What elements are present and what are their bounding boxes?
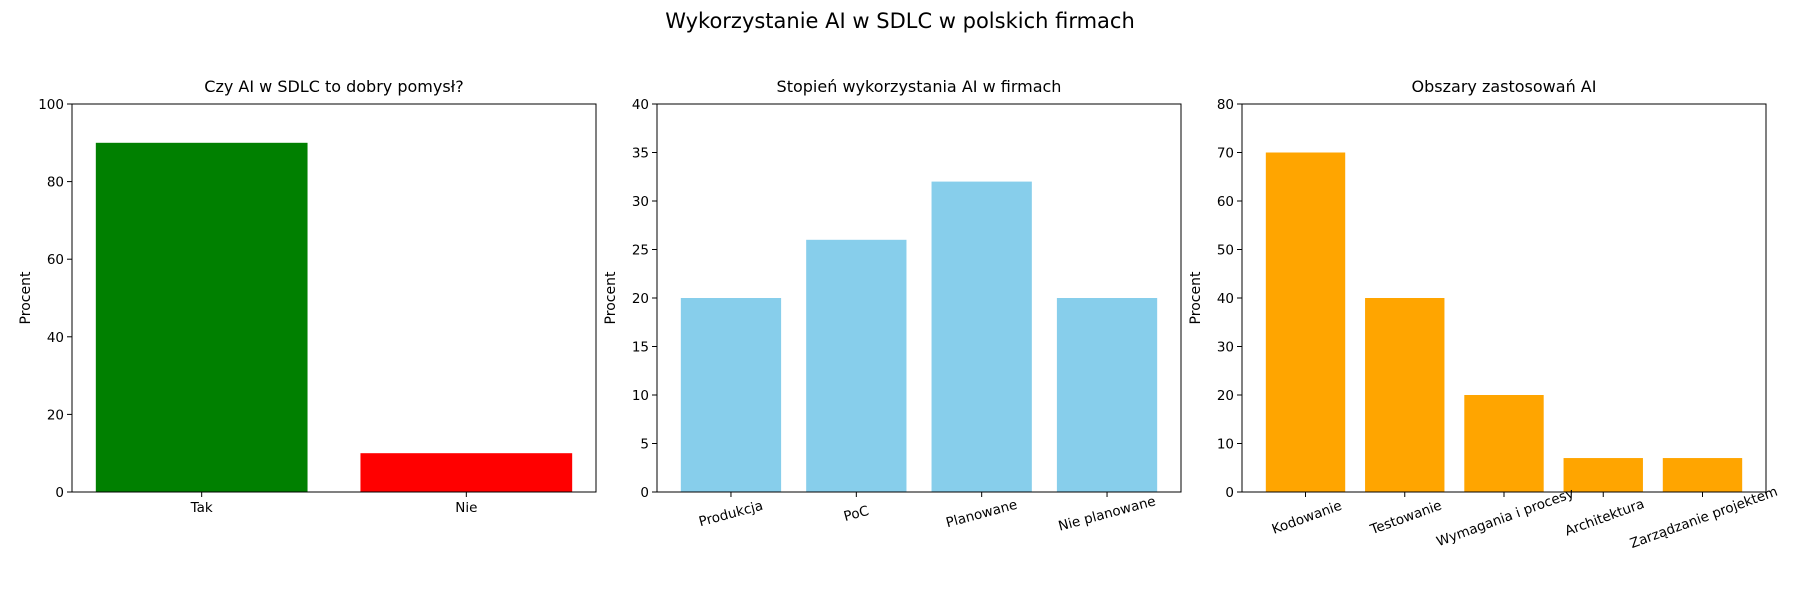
bar-planowane: [931, 181, 1032, 492]
x-tick-label: Wymagania i procesy: [1434, 485, 1576, 550]
x-tick-label: Kodowanie: [1270, 498, 1344, 538]
x-tick-label: Nie planowane: [1057, 493, 1158, 534]
x-tick-label: PoC: [842, 503, 871, 525]
y-tick-label: 30: [632, 194, 649, 210]
x-tick-label: Tak: [190, 500, 213, 516]
y-tick-label: 50: [1217, 243, 1234, 259]
y-tick-label: 10: [632, 388, 649, 404]
bar-kodowanie: [1265, 152, 1346, 492]
x-tick-label: Produkcja: [697, 498, 765, 530]
y-tick-label: 80: [47, 175, 64, 191]
y-tick-label: 15: [632, 340, 649, 356]
bar-nie-planowane: [1056, 298, 1158, 492]
figure-title: Wykorzystanie AI w SDLC w polskich firma…: [665, 9, 1135, 33]
bar-tak: [95, 142, 308, 493]
y-tick-label: 100: [38, 97, 64, 113]
y-tick-label: 0: [55, 485, 64, 501]
bar-produkcja: [680, 298, 782, 492]
chart-title: Stopień wykorzystania AI w firmach: [777, 77, 1062, 96]
bar-zarządzanie-projektem: [1662, 458, 1743, 492]
bar-architektura: [1563, 458, 1643, 492]
chart-title: Czy AI w SDLC to dobry pomysł?: [204, 77, 463, 96]
bar-nie: [360, 453, 573, 492]
chart-panel-3: 0 10 20 30 40 50 60 70 80 Kodowanie TestowanieWyma…: [1188, 77, 1780, 552]
y-tick-label: 60: [47, 252, 64, 268]
y-tick-label: 80: [1217, 97, 1234, 113]
y-tick-label: 40: [1217, 291, 1234, 307]
y-tick-label: 20: [1217, 388, 1234, 404]
bar-testowanie: [1365, 298, 1445, 492]
x-tick-label: Testowanie: [1367, 497, 1444, 538]
y-tick-label: 5: [640, 437, 649, 453]
bar-wymagania-i-procesy: [1464, 395, 1544, 492]
y-tick-label: 0: [1225, 485, 1234, 501]
x-tick-label: Architektura: [1563, 496, 1647, 540]
y-tick-label: 10: [1217, 437, 1234, 453]
y-tick-label: 40: [632, 97, 649, 113]
x-tick-label: Nie: [455, 500, 477, 516]
y-axis-label: Procent: [603, 271, 619, 324]
y-tick-label: 40: [47, 330, 64, 346]
y-tick-label: 20: [47, 407, 64, 423]
y-axis-label: Procent: [18, 271, 34, 324]
x-tick-label: Zarządzanie projektem: [1628, 484, 1780, 552]
y-tick-label: 70: [1217, 146, 1234, 162]
y-tick-label: 30: [1217, 340, 1234, 356]
chart-title: Obszary zastosowań AI: [1412, 77, 1597, 96]
bar-poc: [806, 239, 907, 492]
chart-panel-1: 0 20 40 60 80 100 Tak Nie Czy AI w SDLC to dobry…: [18, 77, 597, 516]
y-tick-label: 35: [632, 146, 649, 162]
chart-panel-2: 0 5 10 15 20 25 30 35 40 Produkcja PoC Planowane Nie…: [603, 77, 1182, 535]
plot-frame: [71, 103, 597, 493]
y-tick-label: 25: [632, 243, 649, 259]
x-tick-label: Planowane: [944, 497, 1019, 531]
y-tick-label: 20: [632, 291, 649, 307]
y-axis-label: Procent: [1188, 271, 1204, 324]
y-tick-label: 60: [1217, 194, 1234, 210]
y-tick-label: 0: [640, 485, 649, 501]
